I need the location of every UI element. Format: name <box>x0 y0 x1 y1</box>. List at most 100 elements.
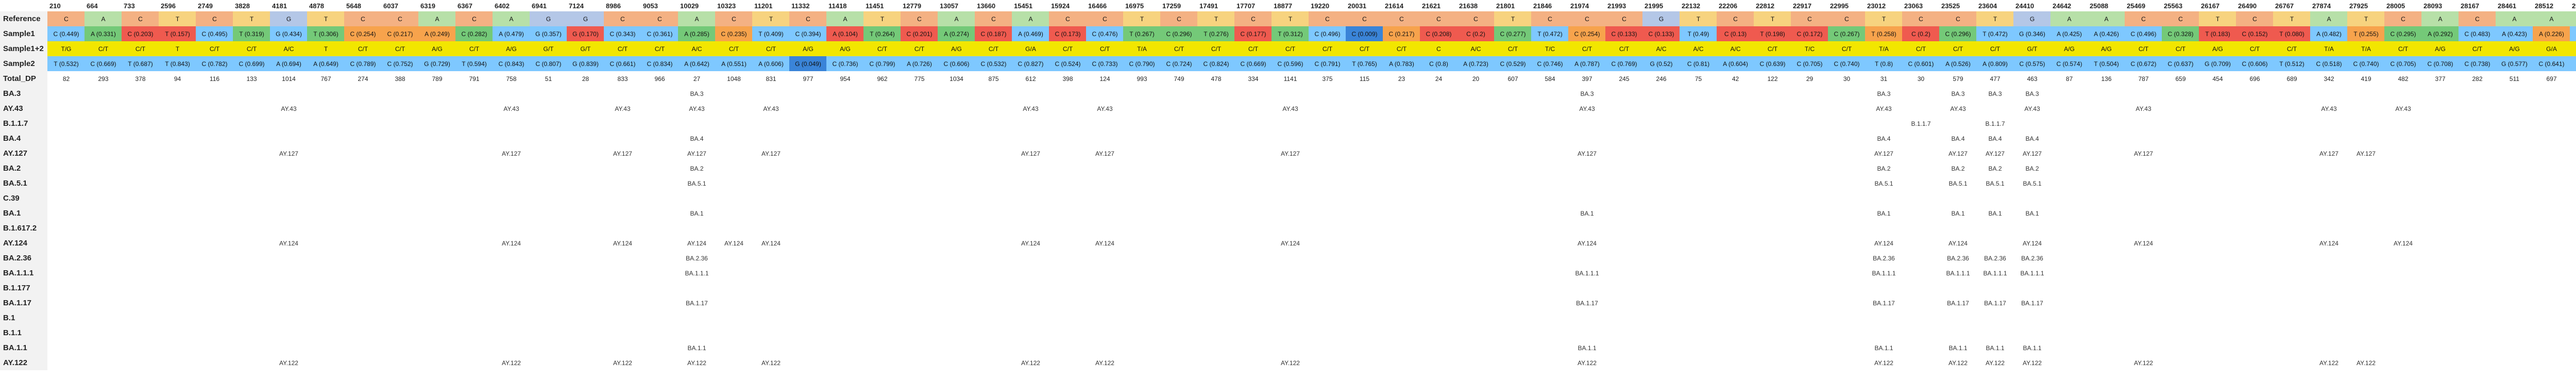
sample2-call-cell[interactable]: G (0.729) <box>418 56 456 71</box>
position-header-cell[interactable]: 25088 <box>2090 2 2109 10</box>
sample1-call-cell[interactable]: C (0.496) <box>2125 26 2163 41</box>
sample-pair-cell[interactable]: G/A <box>1012 41 1050 56</box>
depth-cell[interactable]: 463 <box>2013 71 2052 86</box>
lineage-marker-cell[interactable]: AY.127 <box>1976 146 2014 161</box>
lineage-marker-cell[interactable]: AY.127 <box>678 146 716 161</box>
depth-cell[interactable]: 833 <box>604 71 642 86</box>
row-label[interactable]: Sample1 <box>0 26 47 41</box>
position-header-cell[interactable]: 8986 <box>606 2 621 10</box>
position-header-cell[interactable]: 6367 <box>457 2 472 10</box>
depth-cell[interactable]: 28 <box>567 71 605 86</box>
lineage-marker-cell[interactable]: AY.122 <box>752 355 790 370</box>
sample-pair-cell[interactable]: C/T <box>2236 41 2274 56</box>
lineage-marker-cell[interactable]: BA.2 <box>2013 161 2052 176</box>
row-label[interactable]: AY.43 <box>0 101 47 116</box>
reference-base-cell[interactable]: T <box>1754 11 1792 26</box>
lineage-marker-cell[interactable]: BA.3 <box>1939 86 1977 101</box>
lineage-marker-cell[interactable]: BA.3 <box>1865 86 1903 101</box>
reference-base-cell[interactable]: G <box>270 11 308 26</box>
position-header-cell[interactable]: 24642 <box>2053 2 2072 10</box>
depth-cell[interactable]: 274 <box>344 71 382 86</box>
reference-base-cell[interactable]: T <box>752 11 790 26</box>
depth-cell[interactable]: 29 <box>1791 71 1829 86</box>
position-header-cell[interactable]: 21621 <box>1422 2 1441 10</box>
sample1-call-cell[interactable]: G (0.170) <box>567 26 605 41</box>
lineage-marker-cell[interactable]: AY.124 <box>493 236 531 251</box>
sample1-call-cell[interactable]: T (0.264) <box>863 26 902 41</box>
sample-pair-cell[interactable]: A/C <box>1457 41 1495 56</box>
lineage-marker-cell[interactable]: BA.2 <box>1939 161 1977 176</box>
sample1-call-cell[interactable]: C (0.203) <box>122 26 160 41</box>
sample1-call-cell[interactable]: A (0.292) <box>2421 26 2460 41</box>
lineage-marker-cell[interactable]: AY.124 <box>2310 236 2348 251</box>
lineage-marker-cell[interactable]: AY.122 <box>1865 355 1903 370</box>
sample-pair-cell[interactable]: C/T <box>1197 41 1235 56</box>
lineage-marker-cell[interactable]: AY.124 <box>1865 236 1903 251</box>
depth-cell[interactable]: 1141 <box>1272 71 1310 86</box>
sample1-call-cell[interactable]: A (0.425) <box>2050 26 2089 41</box>
lineage-marker-cell[interactable]: BA.1.1.1 <box>1865 266 1903 281</box>
reference-base-cell[interactable]: T <box>863 11 902 26</box>
sample-pair-cell[interactable]: A/G <box>2050 41 2089 56</box>
sample1-call-cell[interactable]: C (0.343) <box>604 26 642 41</box>
sample-pair-cell[interactable]: A/G <box>418 41 456 56</box>
sample-pair-cell[interactable]: C/T <box>1828 41 1866 56</box>
position-header-cell[interactable]: 7124 <box>569 2 584 10</box>
lineage-marker-cell[interactable]: BA.5.1 <box>2013 176 2052 191</box>
sample-pair-cell[interactable]: T <box>307 41 345 56</box>
sample-pair-cell[interactable]: C/T <box>715 41 753 56</box>
sample-pair-cell[interactable]: C/T <box>1049 41 1087 56</box>
sample-pair-cell[interactable]: C/T <box>2162 41 2200 56</box>
position-header-cell[interactable]: 11201 <box>754 2 773 10</box>
reference-base-cell[interactable]: T <box>1976 11 2014 26</box>
sample1-call-cell[interactable]: C (0.296) <box>1939 26 1977 41</box>
sample-pair-cell[interactable]: C/T <box>1383 41 1421 56</box>
lineage-marker-cell[interactable]: BA.5.1 <box>1939 176 1977 191</box>
sample1-call-cell[interactable]: C (0.394) <box>789 26 827 41</box>
depth-cell[interactable]: 1014 <box>270 71 308 86</box>
lineage-marker-cell[interactable]: BA.1.1.1 <box>1939 266 1977 281</box>
depth-cell[interactable]: 689 <box>2273 71 2311 86</box>
sample1-call-cell[interactable]: T (0.157) <box>159 26 197 41</box>
reference-base-cell[interactable]: T <box>159 11 197 26</box>
position-header-cell[interactable]: 9053 <box>643 2 658 10</box>
sample1-call-cell[interactable]: T (0.472) <box>1531 26 1569 41</box>
row-label[interactable]: BA.1.1 <box>0 340 47 355</box>
sample1-call-cell[interactable]: A (0.423) <box>2496 26 2534 41</box>
depth-cell[interactable]: 478 <box>1197 71 1235 86</box>
sample-pair-cell[interactable]: G/A <box>2533 41 2571 56</box>
sample1-call-cell[interactable]: C (0.361) <box>641 26 679 41</box>
position-header-cell[interactable]: 28461 <box>2498 2 2517 10</box>
sample-pair-cell[interactable]: G/T <box>567 41 605 56</box>
lineage-marker-cell[interactable]: AY.127 <box>1865 146 1903 161</box>
sample-pair-cell[interactable]: A/G <box>493 41 531 56</box>
sample2-call-cell[interactable]: C (0.601) <box>1902 56 1940 71</box>
position-header-cell[interactable]: 23012 <box>1867 2 1886 10</box>
sample-pair-cell[interactable]: A/G <box>2088 41 2126 56</box>
sample2-call-cell[interactable]: C (0.782) <box>196 56 234 71</box>
sample1-call-cell[interactable]: G (0.434) <box>270 26 308 41</box>
sample2-call-cell[interactable]: C (0.639) <box>1754 56 1792 71</box>
depth-cell[interactable]: 30 <box>1902 71 1940 86</box>
reference-base-cell[interactable]: A <box>678 11 716 26</box>
lineage-marker-cell[interactable]: AY.122 <box>493 355 531 370</box>
sample2-call-cell[interactable]: C (0.799) <box>863 56 902 71</box>
sample2-call-cell[interactable]: C (0.529) <box>1494 56 1532 71</box>
depth-cell[interactable]: 122 <box>1754 71 1792 86</box>
sample1-call-cell[interactable]: G (0.357) <box>530 26 568 41</box>
sample2-call-cell[interactable]: C (0.724) <box>1160 56 1198 71</box>
lineage-marker-cell[interactable]: BA.1 <box>1976 206 2014 221</box>
sample2-call-cell[interactable]: A (0.809) <box>1976 56 2014 71</box>
sample2-call-cell[interactable]: T (0.765) <box>1346 56 1384 71</box>
row-label[interactable]: BA.5.1 <box>0 176 47 191</box>
depth-cell[interactable]: 482 <box>2384 71 2422 86</box>
position-header-cell[interactable]: 29402 <box>2572 2 2576 10</box>
depth-cell[interactable]: 75 <box>1680 71 1718 86</box>
sample-pair-cell[interactable]: C/T <box>196 41 234 56</box>
lineage-marker-cell[interactable]: AY.124 <box>1272 236 1310 251</box>
reference-base-cell[interactable]: C <box>604 11 642 26</box>
sample2-call-cell[interactable]: T (0.687) <box>122 56 160 71</box>
lineage-marker-cell[interactable]: BA.1.17 <box>1568 295 1606 310</box>
sample1-call-cell[interactable]: C (0.208) <box>1420 26 1458 41</box>
sample2-call-cell[interactable]: C (0.807) <box>530 56 568 71</box>
